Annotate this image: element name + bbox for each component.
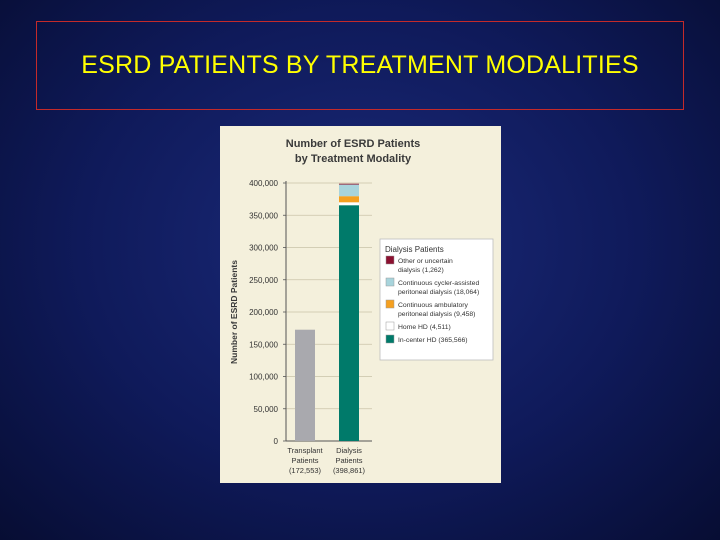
y-tick-label: 150,000 (249, 340, 278, 349)
bar-capd (339, 196, 359, 203)
bar-ccpd (339, 184, 359, 197)
y-tick-label: 400,000 (249, 179, 278, 188)
legend-swatch (385, 299, 395, 309)
bar-home_hd (339, 202, 359, 206)
chart-title-line: by Treatment Modality (295, 153, 412, 165)
esrd-stacked-bar-chart: Number of ESRD Patients by Treatment Moda… (220, 126, 501, 483)
legend-label: peritoneal dialysis (9,458) (398, 311, 475, 318)
x-category-label: Patients (291, 456, 318, 465)
y-axis-label: Number of ESRD Patients (229, 260, 239, 364)
bar-transplant (295, 329, 315, 441)
chart-title-line: Number of ESRD Patients (286, 138, 420, 150)
y-tick-label: 200,000 (249, 308, 278, 317)
legend-title: Dialysis Patients (385, 245, 444, 254)
bar-other (339, 183, 359, 185)
legend-label: peritoneal dialysis (18,064) (398, 289, 479, 296)
y-tick-label: 250,000 (249, 276, 278, 285)
slide-title: ESRD PATIENTS BY TREATMENT MODALITIES (81, 51, 639, 79)
y-tick-label: 100,000 (249, 373, 278, 382)
legend-box (379, 238, 494, 361)
legend-label: Continuous ambulatory (398, 302, 468, 309)
y-tick-label: 300,000 (249, 244, 278, 253)
slide-title-box: ESRD PATIENTS BY TREATMENT MODALITIES (36, 21, 684, 110)
x-category-label: (172,553) (289, 466, 322, 475)
legend-swatch (385, 255, 395, 265)
legend-swatch (385, 334, 395, 344)
y-tick-label: 350,000 (249, 211, 278, 220)
x-category-label: Patients (335, 456, 362, 465)
x-category-label: (398,861) (333, 466, 366, 475)
legend-swatch (385, 277, 395, 287)
legend-label: Continuous cycler-assisted (398, 280, 479, 287)
legend-label: dialysis (1,262) (398, 267, 444, 274)
y-tick-label: 0 (274, 437, 279, 446)
y-tick-label: 50,000 (254, 405, 279, 414)
legend-label: Home HD (4,511) (398, 324, 451, 331)
x-category-label: Dialysis (336, 446, 362, 455)
legend-label: Other or uncertain (398, 258, 453, 265)
legend-swatch (385, 321, 395, 331)
bar-in_center_hd (339, 205, 359, 441)
legend-label: In-center HD (365,566) (398, 337, 468, 344)
chart-figure: Number of ESRD Patients by Treatment Moda… (220, 126, 501, 483)
x-category-label: Transplant (287, 446, 323, 455)
